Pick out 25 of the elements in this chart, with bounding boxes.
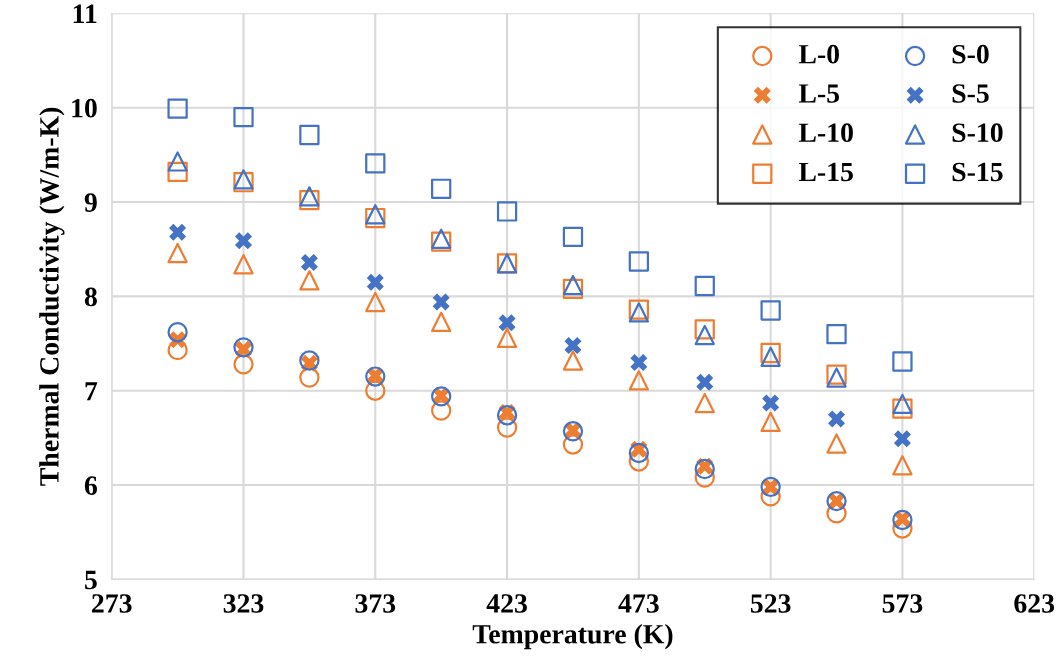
legend-label: S-15 bbox=[952, 162, 1003, 182]
x-tick-label: 323 bbox=[223, 594, 264, 613]
x-tick-label: 423 bbox=[486, 594, 527, 613]
x-tick-label: 523 bbox=[750, 594, 791, 613]
legend-label: L-15 bbox=[798, 162, 853, 182]
y-tick-label: 11 bbox=[73, 4, 97, 23]
y-axis-title: Thermal Conductivity (W/m-K) bbox=[39, 107, 65, 486]
y-tick-label: 5 bbox=[85, 570, 97, 590]
legend-label: L-5 bbox=[798, 84, 840, 103]
x-tick-label: 473 bbox=[618, 594, 659, 613]
legend-label: L-10 bbox=[798, 123, 853, 143]
y-tick-label: 8 bbox=[84, 287, 97, 307]
x-tick-label: 373 bbox=[355, 594, 396, 613]
y-tick-label: 9 bbox=[84, 193, 97, 212]
legend-label: S-5 bbox=[952, 84, 989, 103]
x-axis-title: Temperature (K) bbox=[472, 624, 673, 650]
x-tick-label: 273 bbox=[92, 594, 132, 613]
legend-label: S-0 bbox=[952, 44, 989, 64]
x-tick-label: 623 bbox=[1014, 594, 1055, 613]
legend-label: L-0 bbox=[798, 44, 840, 64]
y-tick-label: 7 bbox=[85, 382, 98, 401]
y-tick-label: 10 bbox=[72, 98, 97, 118]
y-tick-label: 6 bbox=[84, 476, 98, 495]
legend-label: S-10 bbox=[952, 123, 1003, 143]
x-tick-label: 573 bbox=[882, 594, 923, 613]
